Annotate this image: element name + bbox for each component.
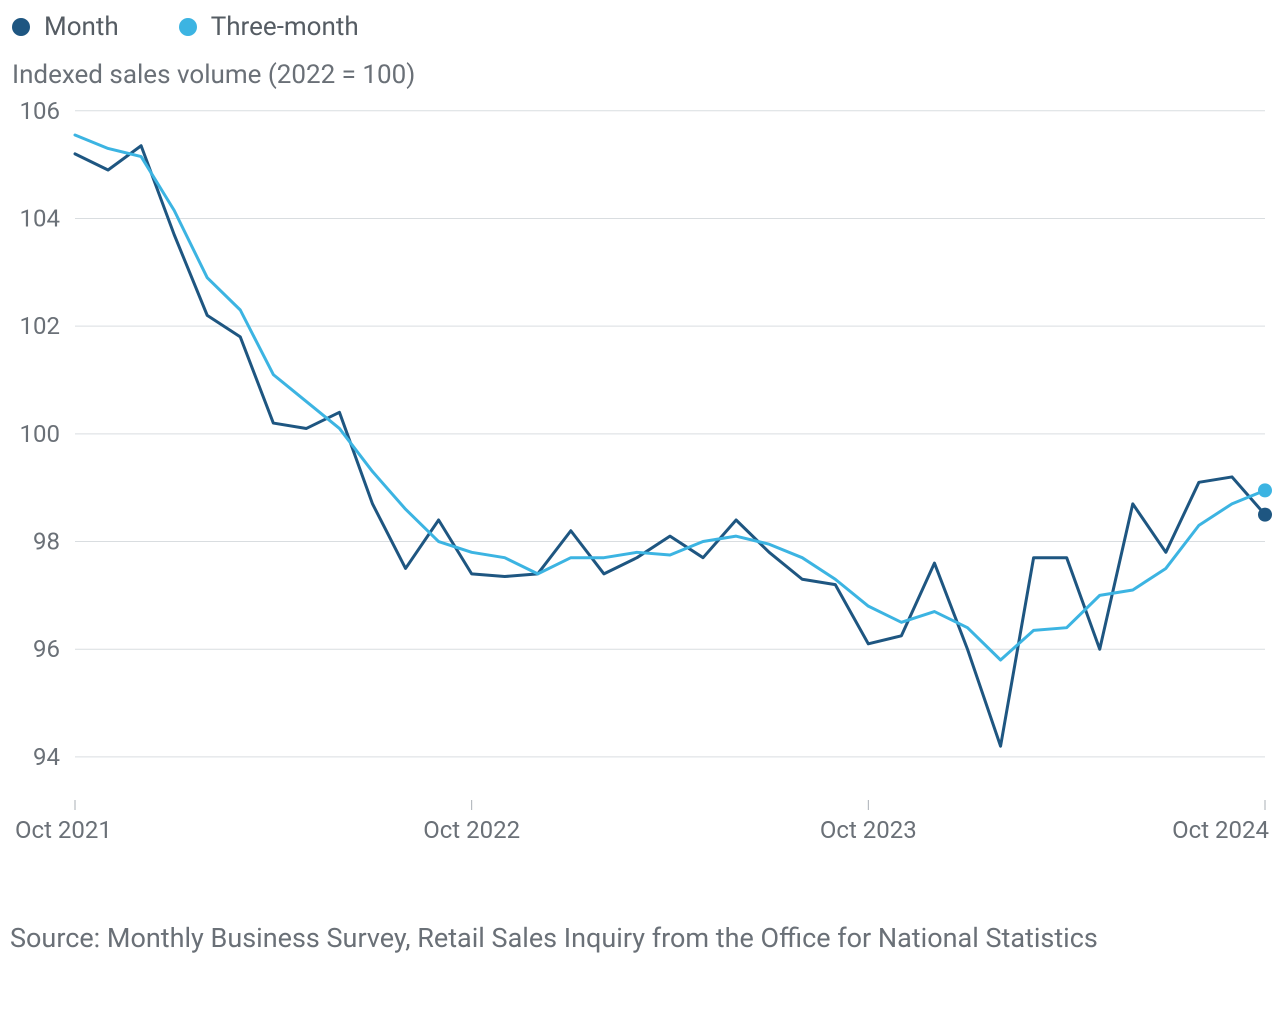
y-tick-label: 96 [33, 635, 60, 663]
y-tick-label: 104 [20, 204, 60, 232]
y-tick-label: 106 [20, 97, 60, 125]
legend-dot-three-month [179, 18, 197, 36]
y-axis-title: Indexed sales volume (2022 = 100) [12, 60, 415, 90]
y-tick-label: 98 [33, 528, 60, 556]
legend-item-month: Month [12, 12, 119, 42]
y-tick-label: 100 [20, 420, 60, 448]
x-tick-label: Oct 2021 [15, 816, 112, 844]
x-tick-label: Oct 2022 [423, 816, 520, 844]
legend-item-three-month: Three-month [179, 12, 359, 42]
legend: Month Three-month [12, 12, 359, 42]
plot-area: 949698100102104106Oct 2021Oct 2022Oct 20… [75, 100, 1265, 800]
end-dot-three-month [1258, 483, 1272, 497]
legend-dot-month [12, 18, 30, 36]
end-dot-month [1258, 508, 1272, 522]
legend-label-three-month: Three-month [211, 12, 359, 42]
y-tick-label: 94 [33, 743, 60, 771]
source-caption: Source: Monthly Business Survey, Retail … [10, 920, 1260, 956]
x-tick-label: Oct 2024 [1172, 816, 1269, 844]
y-tick-label: 102 [20, 312, 60, 340]
chart-container: Month Three-month Indexed sales volume (… [0, 0, 1280, 1020]
legend-label-month: Month [44, 12, 119, 42]
chart-svg: 949698100102104106Oct 2021Oct 2022Oct 20… [75, 100, 1265, 800]
x-tick-label: Oct 2023 [820, 816, 917, 844]
series-line-month [75, 146, 1265, 746]
series-line-three-month [75, 135, 1265, 660]
